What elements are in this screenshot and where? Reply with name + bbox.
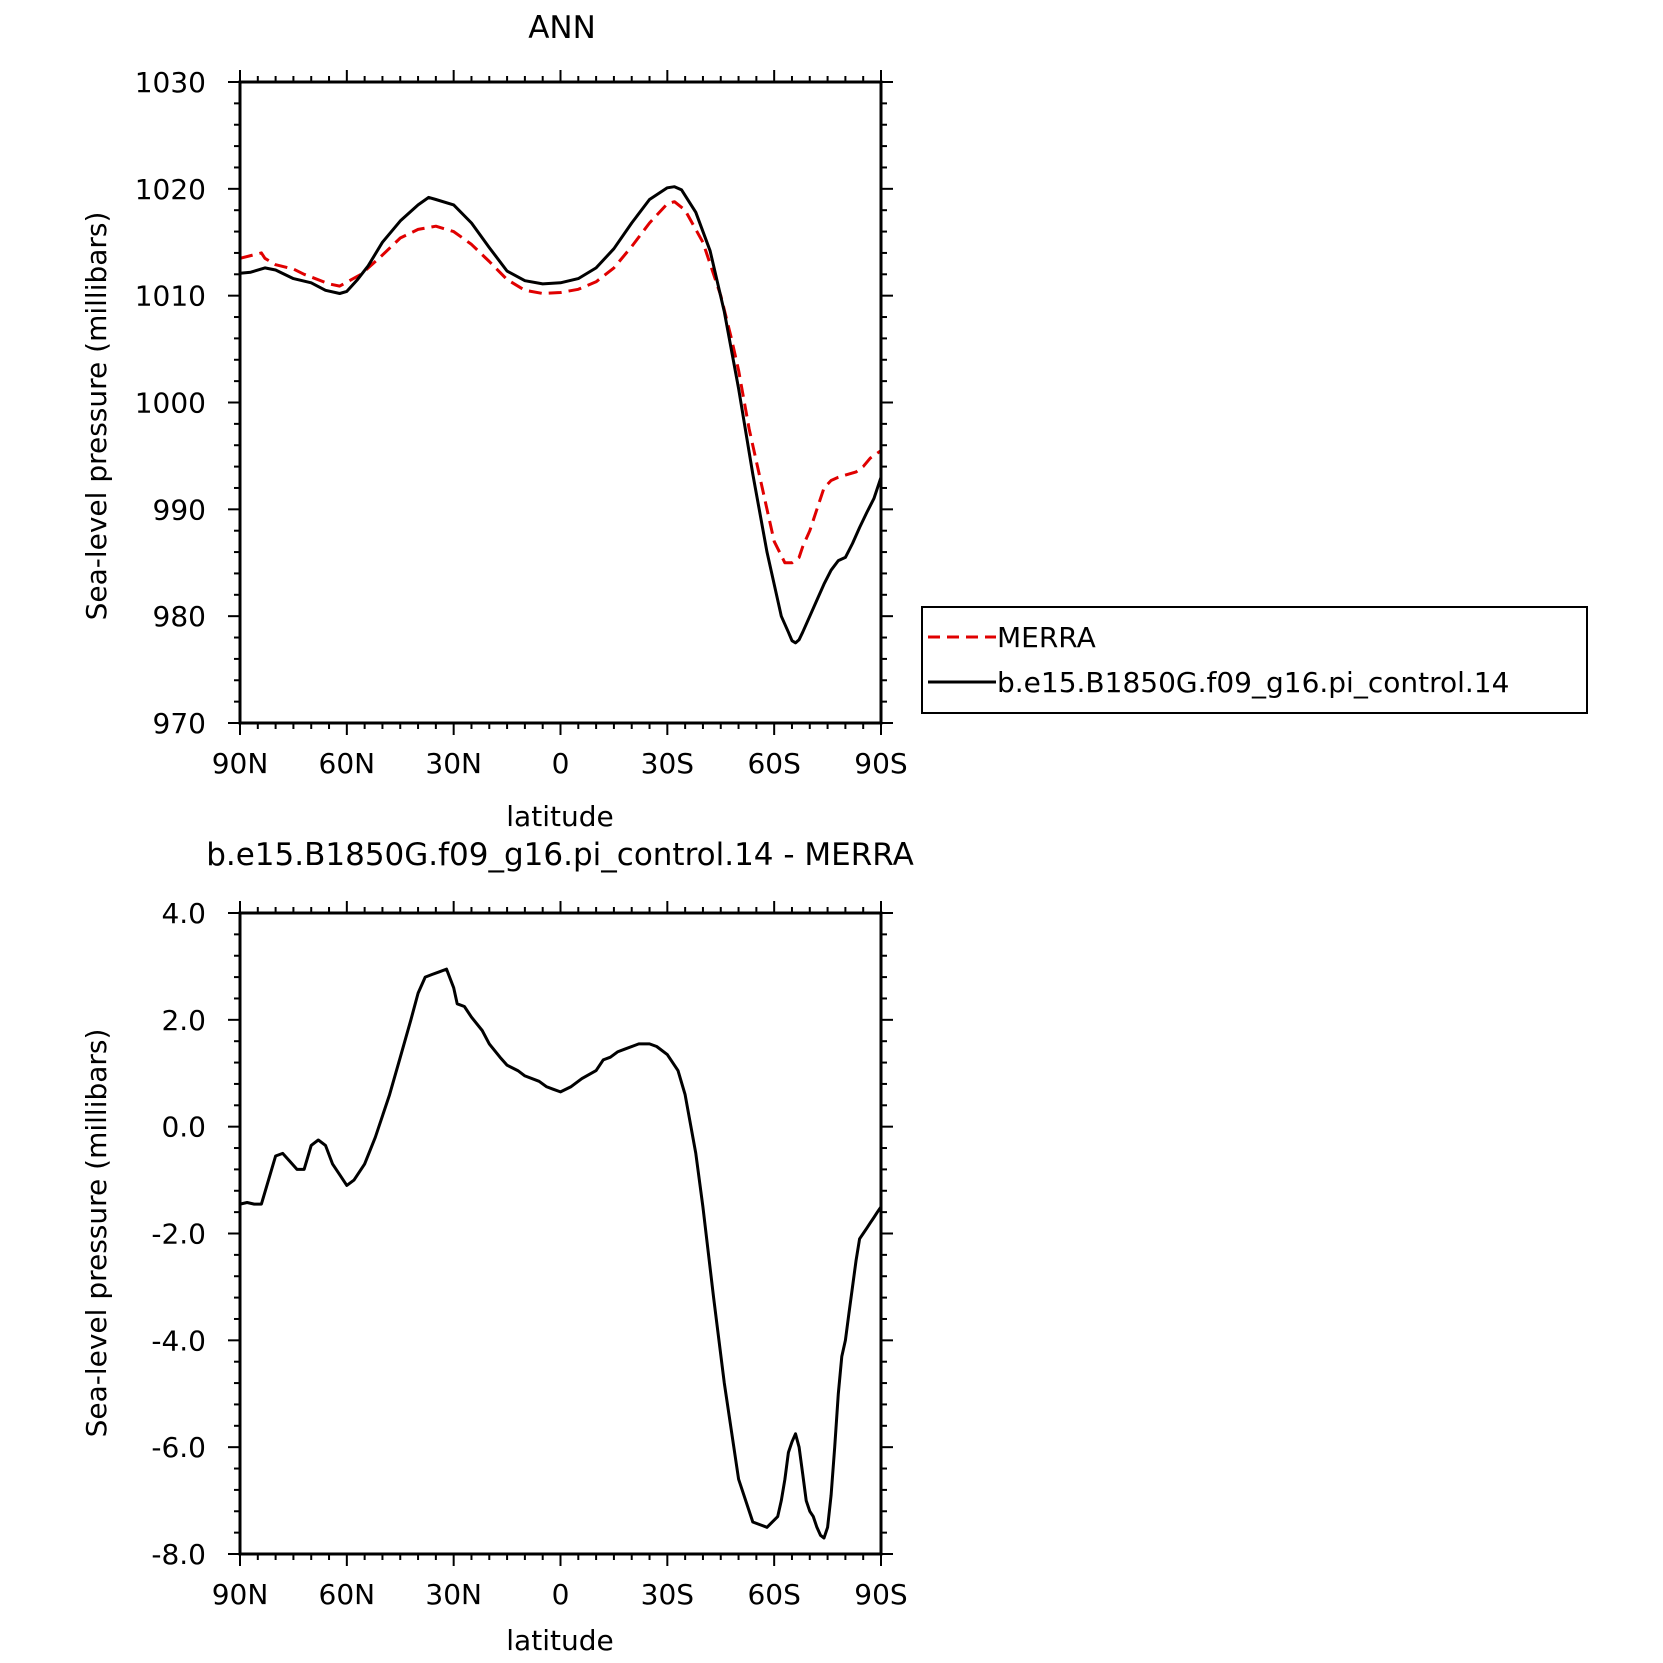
panel-ann-y-tick-label: 990 [153,493,206,526]
panel-diff-series [239,967,883,1540]
panel-diff-y-tick-label: 0.0 [161,1111,206,1144]
panel-ann-series [239,185,883,645]
panel-ann-ylabel: Sea-level pressure (millibars) [80,212,113,621]
panel-diff-y-tick-label: 4.0 [161,897,206,930]
panel-ann-y-tick-label: 970 [153,707,206,740]
panel-ann-x-tick-label: 30S [641,747,694,780]
panel-diff-x-tick-label: 90N [212,1578,269,1611]
panel-diff-x-tick-label: 0 [552,1578,570,1611]
panel-ann-y-tick-label: 1000 [135,387,206,420]
panel-diff-frame [238,911,883,1556]
panel-ann-y-tick-label: 1010 [135,280,206,313]
panel-diff-x-tick-label: 30S [641,1578,694,1611]
panel-ann-model-line [239,185,883,645]
panel-ann-x-tick-label: 60S [747,747,800,780]
panel-diff-y-tick-label: -2.0 [151,1218,206,1251]
panel-diff-tick-labels: 90N 60N 30N 0 30S 60S 90S -8.0 -6.0 -4.0 -2.0 0.0 2.… [151,897,907,1611]
panel-ann-title: ANN [528,10,596,46]
panel-diff-y-tick-label: -4.0 [151,1324,206,1357]
panel-ann-tick-labels: 90N 60N 30N 0 30S 60S 90S 970 980 990 1000 1010 1020… [135,66,908,780]
panel-diff-x-tick-label: 60S [747,1578,800,1611]
panel-diff-y-tick-label: -8.0 [151,1538,206,1571]
panel-diff-y-tick-label: 2.0 [161,1004,206,1037]
panel-ann-x-tick-label: 90N [212,747,269,780]
panel-ann-x-tick-label: 30N [425,747,482,780]
panel-diff-difference-line [239,967,883,1540]
panel-ann-xlabel: latitude [506,800,613,833]
panel-diff-xlabel: latitude [506,1624,613,1657]
panel-diff-x-tick-label: 60N [319,1578,376,1611]
panel-ann: ANN Sea-level pressure (millibars) latit… [80,10,908,833]
panel-diff-x-tick-label: 90S [854,1578,907,1611]
panel-ann-ticks [228,70,893,735]
legend-box [921,606,1588,714]
panel-diff-title: b.e15.B1850G.f09_g16.pi_control.14 - MER… [206,837,914,873]
panel-ann-y-tick-label: 1020 [135,173,206,206]
panel-ann-x-tick-label: 0 [552,747,570,780]
panel-diff-ticks [228,901,893,1566]
panel-ann-y-tick-label: 980 [153,600,206,633]
legend: MERRA b.e15.B1850G.f09_g16.pi_control.14 [921,606,1588,714]
panel-diff: b.e15.B1850G.f09_g16.pi_control.14 - MER… [80,837,914,1657]
panel-ann-frame [238,80,883,725]
legend-merra-label: MERRA [997,621,1096,654]
panel-ann-y-tick-label: 1030 [135,66,206,99]
legend-model-label: b.e15.B1850G.f09_g16.pi_control.14 [997,666,1509,699]
panel-ann-x-tick-label: 60N [319,747,376,780]
panel-diff-y-tick-label: -6.0 [151,1431,206,1464]
panel-ann-merra-line [239,200,882,565]
panel-diff-ylabel: Sea-level pressure (millibars) [80,1029,113,1438]
panel-ann-x-tick-label: 90S [854,747,907,780]
panel-diff-x-tick-label: 30N [425,1578,482,1611]
